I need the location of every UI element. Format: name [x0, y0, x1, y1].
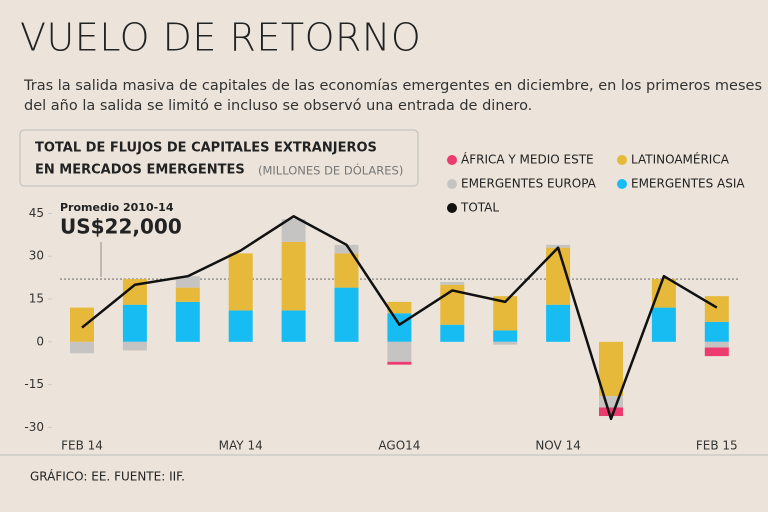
- bar-segment: [122, 279, 147, 305]
- y-tick-label: 15: [29, 292, 44, 306]
- bar-segment: [704, 296, 729, 322]
- chart-title: EN MERCADOS EMERGENTES: [35, 163, 245, 178]
- bar-segment: [334, 244, 359, 254]
- bar-segment: [228, 253, 253, 311]
- page-title: VUELO DE RETORNO: [20, 16, 421, 60]
- legend-label: ÁFRICA Y MEDIO ESTE: [461, 152, 594, 167]
- y-tick-label: 30: [29, 249, 44, 263]
- legend-swatch: [447, 203, 457, 213]
- bar-segment: [387, 313, 412, 342]
- subtitle: Tras la salida masiva de capitales de la…: [23, 78, 762, 94]
- chart-title: TOTAL DE FLUJOS DE CAPITALES EXTRANJEROS: [35, 141, 377, 156]
- legend-swatch: [617, 179, 627, 189]
- bar-segment: [281, 219, 306, 242]
- bar-segment: [122, 304, 147, 342]
- annotation: Promedio 2010-14: [60, 201, 174, 214]
- bar-segment: [228, 310, 253, 342]
- bar-segment: [493, 341, 518, 345]
- bar-segment: [70, 307, 94, 342]
- bar-segment: [651, 279, 676, 308]
- bar-segment: [546, 244, 571, 248]
- unit-label: (MILLONES DE DÓLARES): [258, 163, 403, 178]
- y-tick-label: 45: [29, 206, 44, 220]
- legend-label: EMERGENTES ASIA: [631, 177, 745, 191]
- bar-segment: [281, 241, 306, 311]
- bar-segment: [440, 324, 465, 342]
- bar-segment: [704, 347, 729, 357]
- bar-segment: [387, 301, 412, 314]
- bar-segment: [599, 407, 623, 417]
- bar-segment: [387, 361, 412, 365]
- x-tick-label: NOV 14: [535, 439, 581, 453]
- bar-segment: [599, 396, 623, 408]
- y-tick-label: -15: [24, 377, 44, 391]
- title-box: [19, 129, 419, 187]
- legend-swatch: [617, 155, 627, 165]
- legend-label: TOTAL: [460, 201, 499, 215]
- x-tick-label: FEB 14: [61, 439, 103, 453]
- y-tick-label: -30: [24, 420, 44, 434]
- bar-segment: [387, 341, 412, 362]
- legend-swatch: [447, 179, 457, 189]
- legend-label: LATINOAMÉRICA: [631, 152, 730, 167]
- total-line: [81, 215, 718, 421]
- bar-segment: [175, 287, 200, 302]
- bar-segment: [334, 287, 359, 342]
- bar-segment: [281, 310, 306, 342]
- y-tick-label: 0: [36, 334, 44, 348]
- x-tick-label: FEB 15: [696, 439, 738, 453]
- bar-segment: [175, 276, 200, 288]
- bar-segment: [704, 321, 729, 342]
- bar-segment: [493, 330, 518, 342]
- x-tick-label: MAY 14: [219, 439, 263, 453]
- x-tick-label: AGO14: [378, 439, 420, 453]
- footer: GRÁFICO: EE. FUENTE: IIF.: [30, 469, 185, 484]
- legend-label: EMERGENTES EUROPA: [461, 177, 597, 191]
- bar-segment: [546, 304, 571, 342]
- bar-segment: [440, 281, 465, 285]
- legend-swatch: [447, 155, 457, 165]
- bar-segment: [70, 341, 94, 354]
- subtitle: del año la salida se limitó e incluso se…: [24, 98, 532, 114]
- bar-segment: [704, 341, 729, 348]
- bar-segment: [175, 301, 200, 342]
- annotation: US$22,000: [60, 215, 182, 239]
- bar-segment: [122, 341, 147, 351]
- bar-segment: [651, 307, 676, 342]
- bar-segment: [599, 341, 623, 397]
